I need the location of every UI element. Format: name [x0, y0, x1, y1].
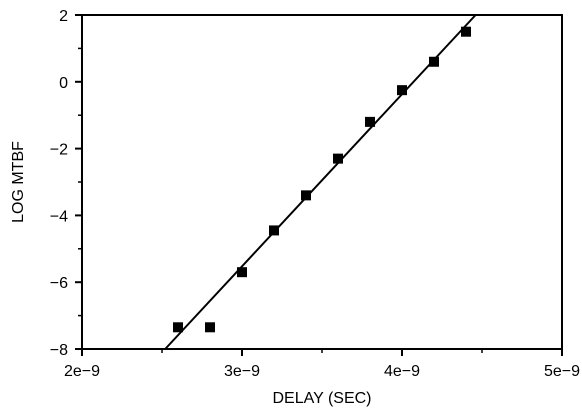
y-tick-label: 0 — [59, 75, 68, 92]
x-tick-label: 2e−9 — [64, 363, 100, 380]
axis-ticks — [75, 14, 563, 356]
fit-line-layer — [164, 14, 477, 350]
y-tick-label: −6 — [50, 275, 68, 292]
data-point-square — [365, 116, 375, 127]
y-axis-title: LOG MTBF — [10, 141, 27, 223]
x-axis-title: DELAY (SEC) — [273, 390, 372, 407]
data-point-square — [429, 56, 439, 67]
y-tick-label: −8 — [50, 342, 68, 359]
plot-frame — [81, 14, 563, 350]
y-tick-labels: −8 −6 −4 −2 0 2 — [50, 8, 68, 359]
data-point-square — [301, 190, 311, 201]
y-tick-label: −4 — [50, 208, 68, 225]
data-point-square — [173, 322, 183, 333]
data-point-square — [269, 225, 279, 236]
x-tick-label: 5e−9 — [544, 363, 580, 380]
y-tick-label: −2 — [50, 142, 68, 159]
data-point-square — [237, 267, 247, 278]
x-tick-labels: 2e−9 3e−9 4e−9 5e−9 — [64, 363, 580, 380]
x-tick-label: 4e−9 — [384, 363, 420, 380]
fit-line — [164, 14, 477, 350]
data-point-square — [461, 26, 471, 37]
x-tick-label: 3e−9 — [224, 363, 260, 380]
plot-area-border — [81, 14, 563, 350]
data-point-square — [397, 85, 407, 96]
data-point-square — [333, 153, 343, 164]
data-point-square — [205, 322, 215, 333]
data-points — [173, 26, 471, 333]
y-tick-label: 2 — [59, 8, 68, 25]
